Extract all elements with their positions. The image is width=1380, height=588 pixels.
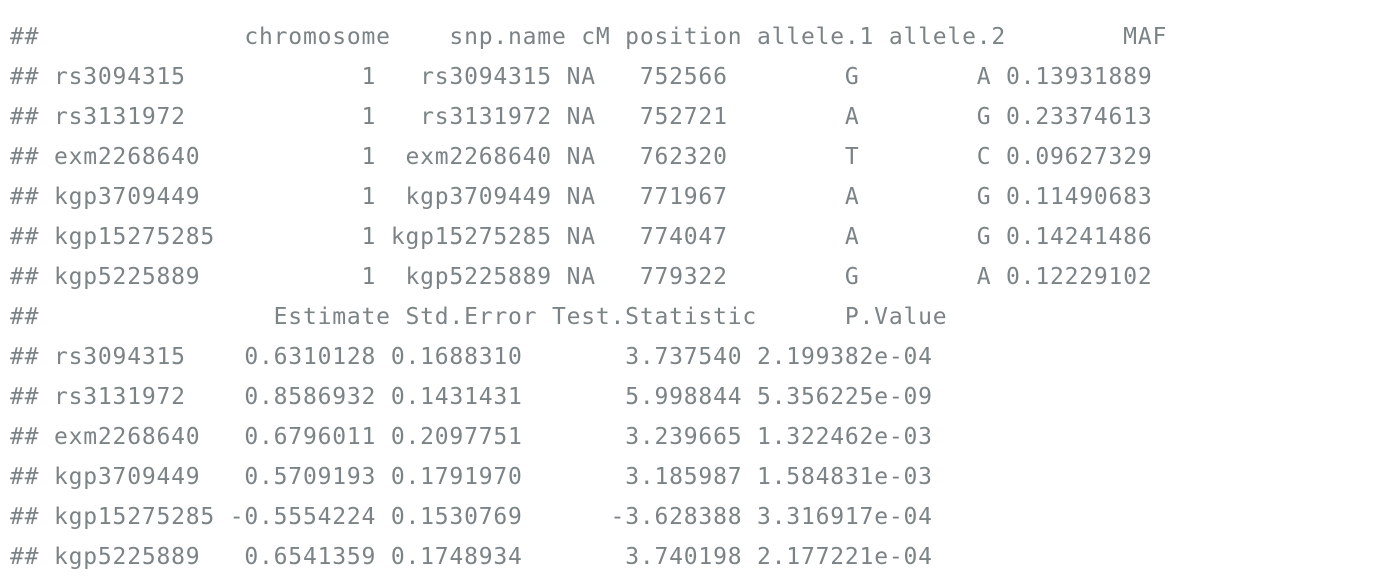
comment-prefix: ## (10, 224, 40, 250)
table2-row-text: rs3131972 0.8586932 0.1431431 5.998844 5… (53, 384, 933, 410)
comment-prefix: ## (10, 24, 40, 50)
comment-prefix: ## (10, 144, 40, 170)
table2-row-text: kgp5225889 0.6541359 0.1748934 3.740198 … (53, 544, 933, 570)
table2-row: ## rs3131972 0.8586932 0.1431431 5.99884… (10, 377, 1370, 417)
comment-prefix: ## (10, 504, 40, 530)
table1-row: ## kgp15275285 1 kgp15275285 NA 774047 A… (10, 217, 1370, 257)
comment-prefix: ## (10, 104, 40, 130)
table2-row: ## kgp3709449 0.5709193 0.1791970 3.1859… (10, 457, 1370, 497)
comment-prefix: ## (10, 464, 40, 490)
table1-row: ## rs3131972 1 rs3131972 NA 752721 A G 0… (10, 97, 1370, 137)
comment-prefix: ## (10, 304, 40, 330)
comment-prefix: ## (10, 544, 40, 570)
table1-row-text: kgp3709449 1 kgp3709449 NA 771967 A G 0.… (53, 184, 1153, 210)
comment-prefix: ## (10, 264, 40, 290)
table1-row-text: kgp15275285 1 kgp15275285 NA 774047 A G … (53, 224, 1153, 250)
table2-row-text: rs3094315 0.6310128 0.1688310 3.737540 2… (53, 344, 933, 370)
table1-row: ## rs3094315 1 rs3094315 NA 752566 G A 0… (10, 57, 1370, 97)
table2-row: ## kgp15275285 -0.5554224 0.1530769 -3.6… (10, 497, 1370, 537)
table1-header: chromosome snp.name cM position allele.1… (39, 24, 1168, 50)
table2-row: ## kgp5225889 0.6541359 0.1748934 3.7401… (10, 537, 1370, 577)
table2-row: ## exm2268640 0.6796011 0.2097751 3.2396… (10, 417, 1370, 457)
table2-row-text: exm2268640 0.6796011 0.2097751 3.239665 … (53, 424, 933, 450)
table1-row: ## kgp3709449 1 kgp3709449 NA 771967 A G… (10, 177, 1370, 217)
table2-header: Estimate Std.Error Test.Statistic P.Valu… (39, 304, 948, 330)
table1-header-line: ## chromosome snp.name cM position allel… (10, 17, 1370, 57)
table2-header-line: ## Estimate Std.Error Test.Statistic P.V… (10, 297, 1370, 337)
table1-row-text: exm2268640 1 exm2268640 NA 762320 T C 0.… (53, 144, 1153, 170)
comment-prefix: ## (10, 64, 40, 90)
table2-row: ## rs3094315 0.6310128 0.1688310 3.73754… (10, 337, 1370, 377)
table1-row: ## exm2268640 1 exm2268640 NA 762320 T C… (10, 137, 1370, 177)
table2-row-text: kgp15275285 -0.5554224 0.1530769 -3.6283… (53, 504, 933, 530)
table1-row-text: rs3094315 1 rs3094315 NA 752566 G A 0.13… (53, 64, 1153, 90)
r-console-output: ## chromosome snp.name cM position allel… (10, 17, 1370, 577)
table2-row-text: kgp3709449 0.5709193 0.1791970 3.185987 … (53, 464, 933, 490)
table1-row-text: kgp5225889 1 kgp5225889 NA 779322 G A 0.… (53, 264, 1153, 290)
comment-prefix: ## (10, 184, 40, 210)
table1-row-text: rs3131972 1 rs3131972 NA 752721 A G 0.23… (53, 104, 1153, 130)
table1-row: ## kgp5225889 1 kgp5225889 NA 779322 G A… (10, 257, 1370, 297)
comment-prefix: ## (10, 424, 40, 450)
comment-prefix: ## (10, 384, 40, 410)
comment-prefix: ## (10, 344, 40, 370)
